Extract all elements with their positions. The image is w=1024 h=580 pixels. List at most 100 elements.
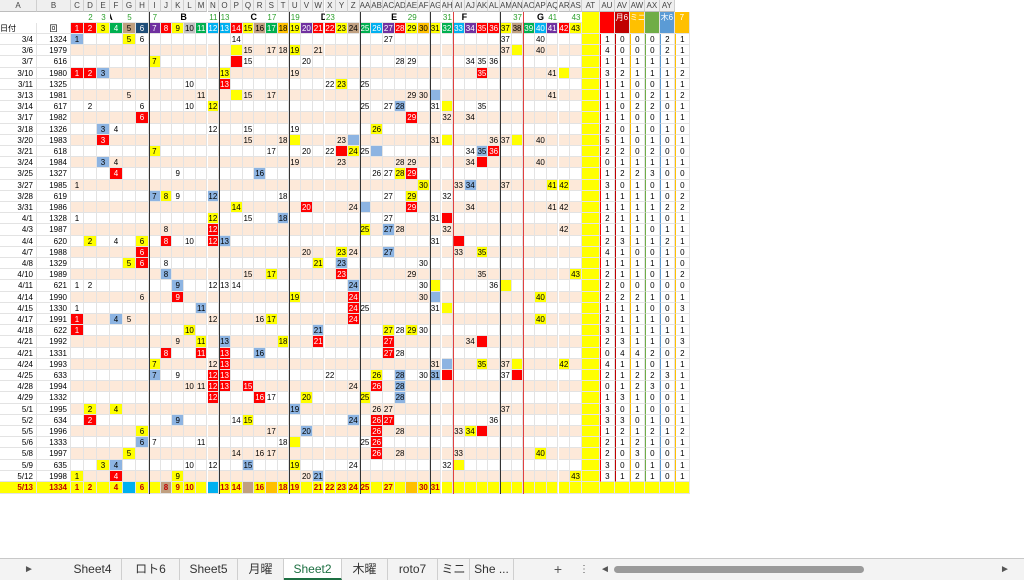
number-cell[interactable]: 42	[558, 179, 571, 191]
summary-cell[interactable]	[581, 179, 600, 191]
number-cell[interactable]	[371, 269, 383, 281]
number-cell[interactable]: 35	[476, 101, 489, 113]
number-cell[interactable]	[511, 370, 524, 382]
number-cell[interactable]: 25	[359, 302, 372, 314]
number-cell[interactable]: 34	[464, 157, 477, 169]
number-cell[interactable]: 1	[71, 67, 84, 79]
number-cell[interactable]	[546, 459, 559, 471]
number-cell[interactable]: 34	[464, 179, 477, 191]
number-cell[interactable]	[511, 269, 524, 281]
column-header-ah[interactable]: AH	[441, 0, 454, 12]
number-cell[interactable]	[149, 291, 161, 303]
row-date[interactable]: 4/25	[0, 370, 37, 382]
sheet-tab[interactable]: She ...	[470, 559, 514, 580]
number-cell[interactable]	[207, 302, 220, 314]
number-cell[interactable]: 11	[195, 437, 208, 449]
number-cell[interactable]	[254, 358, 266, 370]
number-cell[interactable]	[160, 246, 173, 258]
number-cell[interactable]	[97, 78, 110, 90]
number-cell[interactable]	[71, 190, 84, 202]
number-cell[interactable]: 6	[136, 258, 149, 270]
summary-cell[interactable]: 1	[674, 78, 690, 90]
summary-cell[interactable]: 0	[644, 392, 660, 404]
number-cell[interactable]: 18	[277, 437, 290, 449]
summary-cell[interactable]: 0	[629, 45, 645, 57]
number-cell[interactable]	[219, 157, 231, 169]
number-cell[interactable]	[230, 459, 243, 471]
number-cell[interactable]	[570, 459, 582, 471]
number-cell[interactable]	[476, 414, 489, 426]
number-cell[interactable]	[535, 235, 547, 247]
number-cell[interactable]	[160, 78, 173, 90]
number-cell[interactable]	[254, 67, 266, 79]
number-header-6[interactable]: 6	[136, 23, 149, 34]
number-cell[interactable]	[97, 246, 110, 258]
number-cell[interactable]	[123, 280, 136, 292]
row-date[interactable]: 5/8	[0, 448, 37, 460]
number-cell[interactable]: 32	[441, 459, 454, 471]
number-header-28[interactable]: 28	[394, 23, 407, 34]
number-cell[interactable]	[230, 325, 243, 337]
number-cell[interactable]	[266, 179, 278, 191]
row-date[interactable]: 4/1	[0, 213, 37, 225]
number-cell[interactable]	[523, 146, 536, 158]
number-cell[interactable]: 6	[136, 291, 149, 303]
number-cell[interactable]	[324, 459, 337, 471]
number-cell[interactable]	[359, 291, 372, 303]
summary-cell[interactable]	[581, 291, 600, 303]
summary-cell[interactable]	[581, 370, 600, 382]
number-cell[interactable]	[336, 168, 348, 180]
number-cell[interactable]	[71, 358, 84, 370]
row-date[interactable]: 5/12	[0, 470, 37, 482]
total-number-cell[interactable]: 24	[347, 482, 360, 495]
number-cell[interactable]	[172, 358, 185, 370]
number-cell[interactable]	[570, 336, 582, 348]
number-cell[interactable]	[230, 302, 243, 314]
number-cell[interactable]	[160, 157, 173, 169]
number-cell[interactable]	[312, 213, 325, 225]
number-cell[interactable]	[184, 90, 196, 102]
number-cell[interactable]	[546, 325, 559, 337]
summary-cell[interactable]: 1	[644, 336, 660, 348]
number-cell[interactable]: 4	[110, 470, 123, 482]
number-cell[interactable]	[230, 90, 243, 102]
number-cell[interactable]	[136, 202, 149, 214]
group-label-e[interactable]: E	[359, 12, 430, 23]
group-hint[interactable]: 31	[441, 12, 454, 23]
number-cell[interactable]	[254, 45, 266, 57]
number-cell[interactable]	[347, 213, 360, 225]
number-cell[interactable]	[546, 134, 559, 146]
summary-cell[interactable]: 2	[599, 269, 615, 281]
number-cell[interactable]	[219, 224, 231, 236]
number-cell[interactable]	[476, 45, 489, 57]
number-cell[interactable]	[324, 213, 337, 225]
total-number-cell[interactable]	[500, 482, 512, 495]
number-cell[interactable]	[383, 123, 395, 135]
number-cell[interactable]	[523, 157, 536, 169]
total-number-cell[interactable]	[558, 482, 571, 495]
summary-cell[interactable]: 0	[659, 314, 675, 326]
number-cell[interactable]: 2	[84, 235, 97, 247]
number-cell[interactable]: 20	[301, 470, 313, 482]
summary-cell[interactable]: 0	[644, 123, 660, 135]
number-cell[interactable]	[453, 168, 465, 180]
number-cell[interactable]: 34	[464, 56, 477, 68]
number-cell[interactable]	[523, 291, 536, 303]
row-date[interactable]: 4/15	[0, 302, 37, 314]
number-cell[interactable]	[464, 168, 477, 180]
summary-cell[interactable]: 1	[644, 202, 660, 214]
number-cell[interactable]: 17	[266, 426, 278, 438]
number-cell[interactable]	[441, 403, 454, 415]
number-cell[interactable]	[97, 414, 110, 426]
number-cell[interactable]: 34	[464, 336, 477, 348]
number-cell[interactable]	[535, 168, 547, 180]
number-cell[interactable]	[523, 392, 536, 404]
row-draw-id[interactable]: 1330	[37, 302, 71, 314]
number-cell[interactable]	[242, 302, 255, 314]
number-cell[interactable]	[546, 269, 559, 281]
summary-cell[interactable]	[581, 45, 600, 57]
number-cell[interactable]	[500, 426, 512, 438]
number-cell[interactable]	[195, 213, 208, 225]
number-cell[interactable]	[535, 90, 547, 102]
scrollbar-thumb[interactable]	[614, 566, 864, 573]
